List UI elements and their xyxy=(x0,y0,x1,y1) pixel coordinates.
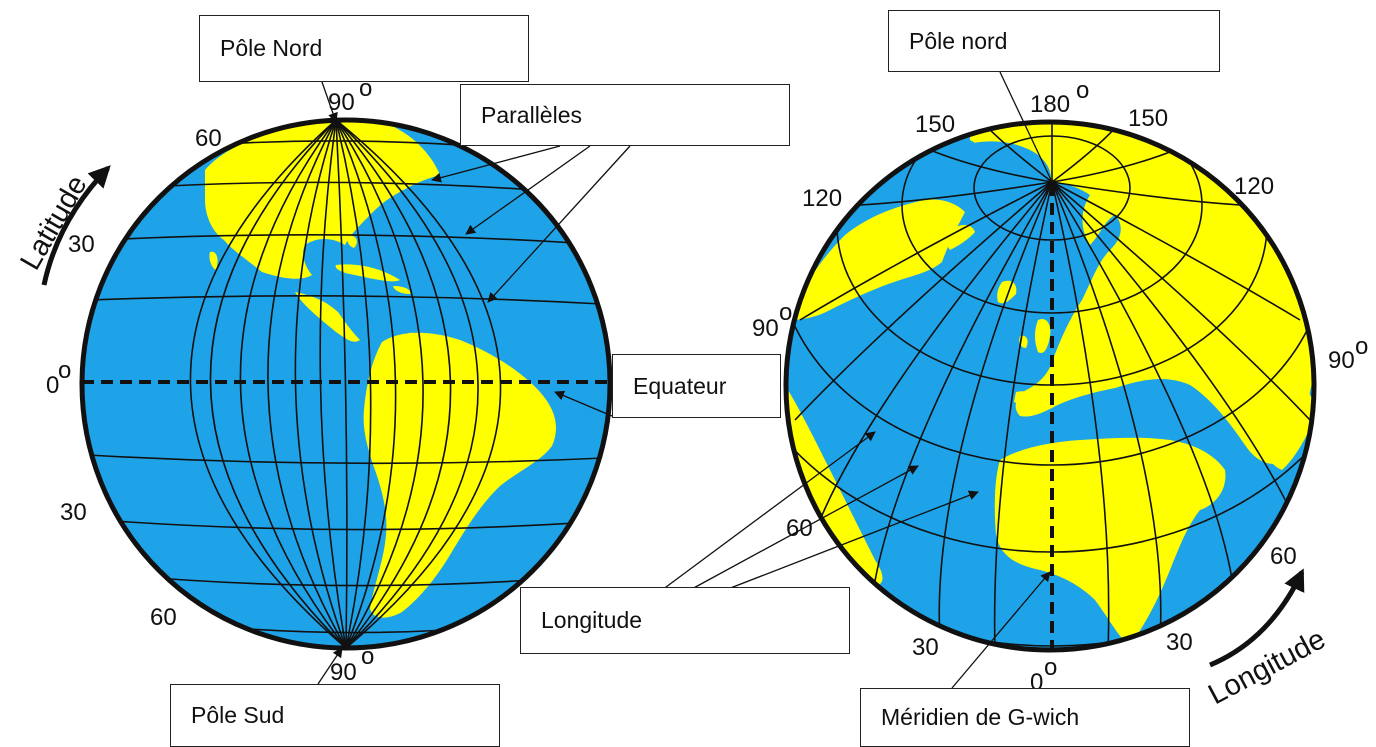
label-meridien-text: Méridien de G-wich xyxy=(881,704,1079,731)
deg-left-s30: 30 xyxy=(60,499,87,526)
label-paralleles-text: Parallèles xyxy=(481,102,582,129)
deg-left-top: 90 xyxy=(328,89,355,116)
deg-right-tr150: 150 xyxy=(1128,105,1168,132)
deg-sign: o xyxy=(779,299,792,326)
label-pole-sud-text: Pôle Sud xyxy=(191,702,284,729)
label-longitude: Longitude xyxy=(520,587,850,654)
label-equateur-text: Equateur xyxy=(633,373,726,400)
deg-right-l90: 90 xyxy=(752,315,779,342)
deg-sign: o xyxy=(1076,77,1089,104)
deg-right-l120: 120 xyxy=(802,185,842,212)
deg-right-r90: 90 xyxy=(1328,347,1355,374)
label-pole-nord-left-text: Pôle Nord xyxy=(220,35,322,62)
deg-sign: o xyxy=(58,357,71,384)
deg-left-n60: 60 xyxy=(195,125,222,152)
left-globe xyxy=(82,118,610,648)
longitude-word: Longitude xyxy=(1203,623,1331,711)
deg-right-r30: 30 xyxy=(1166,629,1193,656)
label-equateur: Equateur xyxy=(612,354,781,418)
label-pole-nord-right: Pôle nord xyxy=(888,10,1220,72)
deg-right-tl150: 150 xyxy=(915,111,955,138)
deg-left-bottom: 90 xyxy=(330,659,357,686)
label-pole-sud: Pôle Sud xyxy=(170,684,500,747)
label-pole-nord-left: Pôle Nord xyxy=(199,15,529,82)
deg-sign: o xyxy=(1044,654,1057,681)
deg-left-s60: 60 xyxy=(150,604,177,631)
deg-right-top: 180 xyxy=(1030,91,1070,118)
deg-right-l30: 30 xyxy=(912,634,939,661)
label-paralleles: Parallèles xyxy=(460,84,790,146)
latitude-indicator: Latitude xyxy=(14,168,108,285)
deg-sign: o xyxy=(1355,333,1368,360)
deg-right-r60: 60 xyxy=(1270,543,1297,570)
deg-sign: o xyxy=(361,643,374,670)
longitude-indicator: Longitude xyxy=(1203,572,1331,711)
deg-left-n30: 30 xyxy=(68,231,95,258)
latitude-word: Latitude xyxy=(14,170,93,275)
label-pole-nord-right-text: Pôle nord xyxy=(909,28,1007,55)
deg-right-r120: 120 xyxy=(1234,173,1274,200)
label-meridien: Méridien de G-wich xyxy=(860,688,1190,747)
label-longitude-text: Longitude xyxy=(541,607,642,634)
deg-right-l60: 60 xyxy=(786,515,813,542)
